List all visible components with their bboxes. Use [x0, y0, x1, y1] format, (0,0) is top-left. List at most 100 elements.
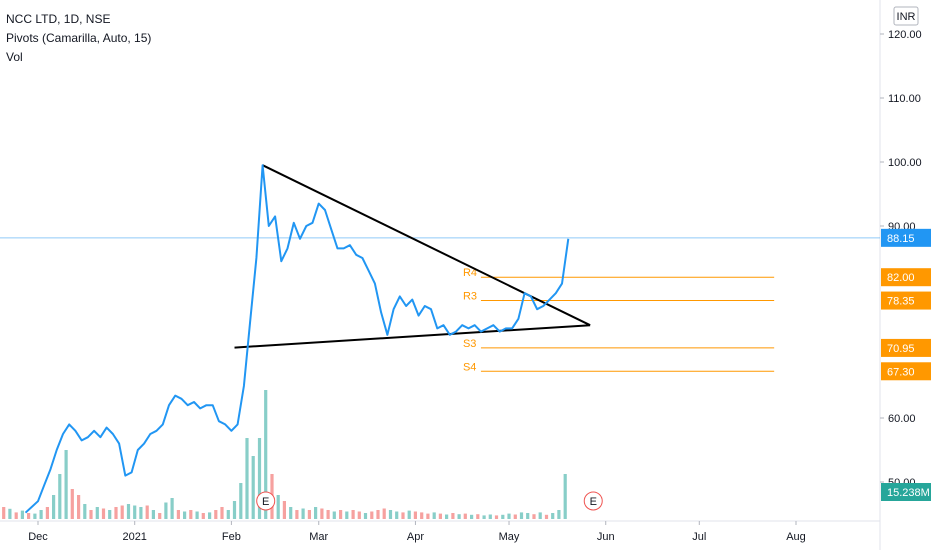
volume-bar — [176, 510, 180, 519]
volume-bar — [488, 514, 492, 519]
volume-bar — [538, 512, 542, 519]
volume-bar — [264, 390, 268, 519]
pivot-price-tag-r3: 78.35 — [881, 291, 931, 310]
pivot-price-tag-s4-box — [881, 362, 931, 381]
volume-bar — [208, 512, 212, 519]
pivot-label-s3: S3 — [463, 338, 476, 350]
currency-badge[interactable]: INR — [893, 6, 919, 26]
volume-bar — [245, 438, 249, 519]
x-tick-label: Aug — [786, 531, 806, 543]
earnings-marker[interactable] — [583, 491, 603, 511]
volume-bar — [544, 514, 549, 519]
volume-bar — [482, 515, 486, 519]
volume-bar — [494, 515, 499, 519]
pivot-label-r3: R3 — [463, 291, 477, 303]
chart-legend: NCC LTD, 1D, NSE Pivots (Camarilla, Auto… — [6, 10, 151, 67]
volume-bar — [257, 438, 262, 519]
last-price-tag-box — [881, 228, 931, 247]
pivot-price-tag-s3-label: 70.95 — [887, 343, 915, 355]
pivot-label-r4: R4 — [463, 267, 477, 279]
volume-bar — [314, 507, 318, 519]
volume-bar — [376, 510, 380, 519]
volume-bar — [513, 514, 517, 519]
volume-bar — [139, 507, 143, 519]
volume-bar — [451, 513, 455, 519]
volume-bar — [507, 513, 511, 519]
pivot-price-tag-r4-box — [881, 268, 931, 287]
x-axis: Dec 2021 Feb Mar Apr May Jun Jul Aug — [28, 521, 806, 543]
volume-bar — [226, 510, 230, 519]
volume-bar — [101, 508, 106, 519]
descending-trend-line[interactable] — [262, 164, 591, 327]
volume-bar — [388, 510, 393, 519]
earnings-marker[interactable] — [256, 491, 276, 511]
price-series-line[interactable] — [24, 164, 570, 514]
volume-bar — [39, 510, 43, 519]
volume-bar — [432, 512, 436, 519]
volume-bar — [145, 505, 149, 519]
volume-bar — [413, 511, 417, 519]
volume-bar — [382, 508, 386, 519]
volume-bar — [164, 502, 168, 519]
x-tick-label: Apr — [407, 531, 424, 543]
volume-bar — [151, 510, 155, 519]
volume-bar — [445, 514, 449, 519]
volume-bar — [133, 505, 137, 519]
last-price-tag-label: 88.15 — [887, 233, 915, 245]
currency-badge-box[interactable] — [893, 6, 919, 26]
volume-bar — [526, 513, 530, 519]
volume-value-tag: 15.238M — [881, 483, 931, 501]
volume-bar — [201, 513, 205, 519]
volume-bar — [158, 513, 162, 519]
volume-bar — [251, 456, 255, 519]
symbol-title[interactable]: NCC LTD, 1D, NSE — [6, 12, 111, 26]
x-tick-label: Mar — [309, 531, 328, 543]
volume-bar — [33, 513, 37, 519]
volume-bar — [457, 514, 461, 519]
volume-bar — [307, 510, 311, 519]
pivot-price-tag-r3-label: 78.35 — [887, 296, 915, 308]
volume-bar — [189, 510, 193, 519]
volume-bar — [95, 507, 99, 519]
volume-bar — [70, 489, 74, 519]
volume-bar — [370, 511, 374, 519]
y-tick-label: 100.00 — [888, 157, 922, 169]
currency-label: INR — [897, 11, 916, 23]
x-tick-label: Dec — [28, 531, 48, 543]
pivot-price-tag-r4-label: 82.00 — [887, 272, 915, 284]
volume-bars — [2, 390, 567, 519]
x-tick-label: Feb — [222, 531, 241, 543]
volume-bar — [357, 511, 361, 519]
volume-bar — [395, 511, 399, 519]
volume-bar — [320, 508, 324, 519]
x-tick-label: 2021 — [122, 531, 146, 543]
volume-bar — [351, 510, 355, 519]
volume-bar — [339, 510, 343, 519]
volume-bar — [551, 513, 555, 519]
volume-bar — [214, 510, 218, 519]
volume-bar — [114, 507, 118, 519]
trend-lines — [234, 164, 591, 349]
volume-bar — [20, 510, 24, 519]
x-tick-label: Jul — [692, 531, 706, 543]
pivot-price-tag-r4: 82.00 — [881, 268, 931, 287]
pivot-price-tag-s3-box — [881, 338, 931, 357]
volume-bar — [77, 495, 81, 519]
volume-bar — [126, 504, 131, 519]
volume-bar — [420, 512, 424, 519]
volume-bar — [363, 513, 368, 519]
volume-bar — [463, 513, 467, 519]
y-tick-label: 110.00 — [888, 93, 921, 105]
volume-bar — [8, 508, 12, 519]
volume-bar — [295, 510, 299, 519]
last-price-tag: 88.15 — [881, 228, 931, 247]
ascending-trend-line[interactable] — [234, 324, 591, 349]
volume-bar — [52, 495, 56, 519]
volume-bar — [470, 514, 474, 519]
volume-indicator-label[interactable]: Vol — [6, 50, 23, 64]
pivots-indicator-label[interactable]: Pivots (Camarilla, Auto, 15) — [6, 31, 152, 45]
earnings-label: E — [262, 496, 269, 508]
